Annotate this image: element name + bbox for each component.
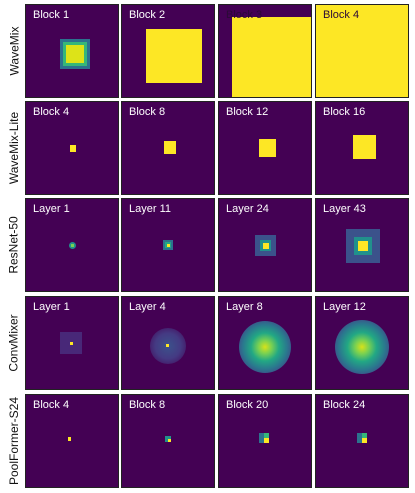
activation-region xyxy=(263,243,269,249)
tile-label: Block 12 xyxy=(226,106,269,118)
activation-region xyxy=(167,244,170,247)
heatmap-tile: Block 4 xyxy=(25,101,119,195)
tile-label: Layer 11 xyxy=(129,203,171,215)
heatmap-tile: Block 24 xyxy=(315,394,409,488)
tile-label: Layer 4 xyxy=(129,301,166,313)
heatmap-tile: Block 4 xyxy=(25,394,119,488)
heatmap-tile: Block 1 xyxy=(25,4,119,98)
heatmap-tile: Block 16 xyxy=(315,101,409,195)
tile-label: Block 1 xyxy=(33,9,70,21)
tile-label: Block 24 xyxy=(323,399,366,411)
tile-label: Layer 12 xyxy=(323,301,366,313)
tile-label: Block 20 xyxy=(226,399,269,411)
activation-region xyxy=(164,141,176,154)
activation-region xyxy=(166,344,169,347)
tile-label: Block 2 xyxy=(129,9,166,21)
tile-label: Block 3 xyxy=(226,9,263,21)
heatmap-tile: Layer 24 xyxy=(218,198,312,292)
row-label-text: ConvMixer xyxy=(7,314,22,372)
tile-label: Block 16 xyxy=(323,106,366,118)
row-label-text: WaveMix xyxy=(7,26,22,76)
heatmap-tile: Block 8 xyxy=(121,101,215,195)
heatmap-tile: Layer 1 xyxy=(25,296,119,390)
row-label-convmixer: ConvMixer xyxy=(3,296,25,390)
row-label-wavemix-lite: WaveMix-Lite xyxy=(3,101,25,195)
activation-region xyxy=(146,29,202,83)
heatmap-tile: Block 2 xyxy=(121,4,215,98)
activation-region xyxy=(259,139,276,157)
heatmap-tile: Block 12 xyxy=(218,101,312,195)
activation-region xyxy=(362,438,367,443)
heatmap-tile: Block 3 xyxy=(218,4,312,98)
activation-region xyxy=(168,439,171,442)
activation-region xyxy=(264,438,269,443)
row-label-text: WaveMix-Lite xyxy=(7,111,22,185)
activation-region xyxy=(362,433,367,438)
tile-label: Block 8 xyxy=(129,399,166,411)
row-label-wavemix: WaveMix xyxy=(3,4,25,98)
tile-label: Layer 8 xyxy=(226,301,263,313)
heatmap-tile: Layer 4 xyxy=(121,296,215,390)
activation-region xyxy=(232,17,311,97)
activation-region xyxy=(71,244,74,247)
tile-label: Block 8 xyxy=(129,106,166,118)
tile-label: Block 4 xyxy=(323,9,360,21)
heatmap-tile: Block 4 xyxy=(315,4,409,98)
activation-region xyxy=(353,135,376,159)
heatmap-tile: Block 20 xyxy=(218,394,312,488)
activation-region xyxy=(264,433,269,438)
activation-region xyxy=(335,320,389,374)
heatmap-tile: Layer 8 xyxy=(218,296,312,390)
activation-region xyxy=(70,342,73,345)
tile-label: Layer 24 xyxy=(226,203,269,215)
row-label-resnet-50: ResNet-50 xyxy=(3,198,25,292)
heatmap-tile: Layer 11 xyxy=(121,198,215,292)
row-label-text: ResNet-50 xyxy=(7,216,22,274)
tile-label: Layer 1 xyxy=(33,301,70,313)
heatmap-tile: Block 8 xyxy=(121,394,215,488)
tile-label: Layer 43 xyxy=(323,203,366,215)
tile-label: Block 4 xyxy=(33,106,70,118)
activation-region xyxy=(358,241,368,251)
activation-region xyxy=(66,45,84,63)
row-label-poolformer-s24: PoolFormer-S24 xyxy=(3,394,25,488)
heatmap-tile: Layer 1 xyxy=(25,198,119,292)
activation-region xyxy=(239,321,291,373)
tile-label: Block 4 xyxy=(33,399,70,411)
activation-region xyxy=(68,437,71,441)
tile-label: Layer 1 xyxy=(33,203,70,215)
row-label-text: PoolFormer-S24 xyxy=(7,396,21,486)
activation-region xyxy=(70,145,76,152)
heatmap-tile: Layer 43 xyxy=(315,198,409,292)
heatmap-tile: Layer 12 xyxy=(315,296,409,390)
